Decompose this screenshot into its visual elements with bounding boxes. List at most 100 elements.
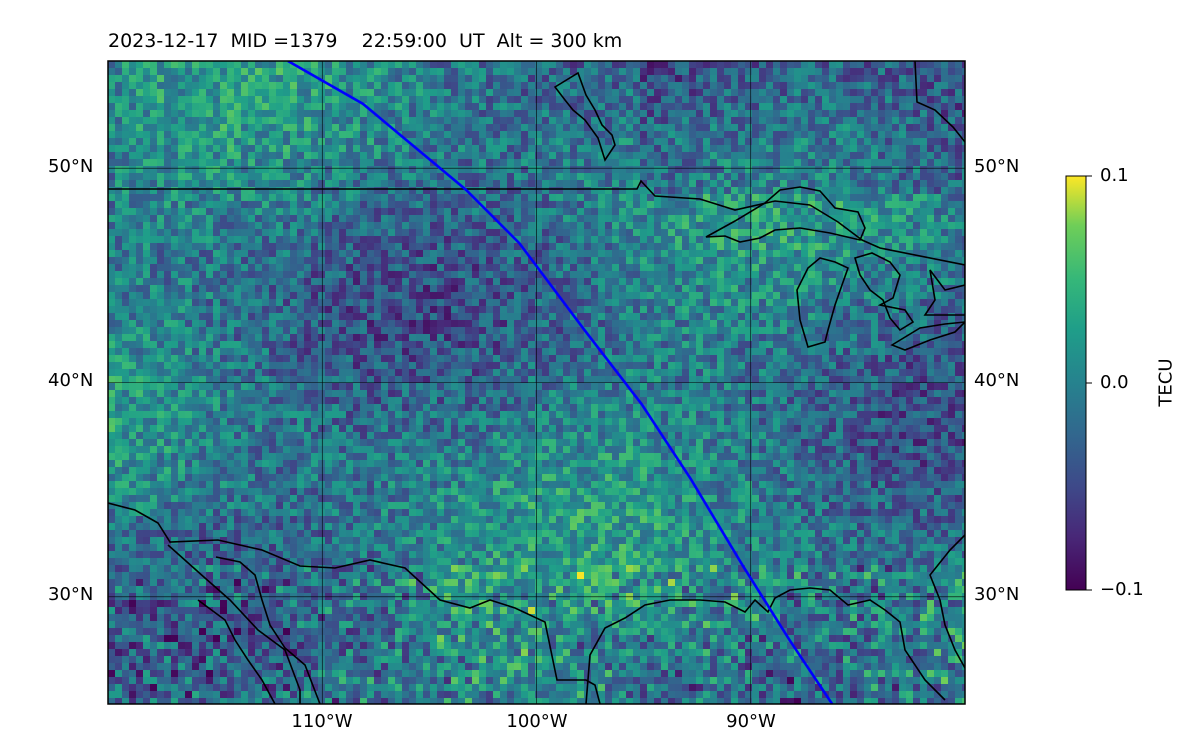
heatmap-cell <box>668 271 676 279</box>
heatmap-cell <box>878 299 886 307</box>
heatmap-cell <box>829 110 837 118</box>
heatmap-cell <box>409 208 417 216</box>
heatmap-cell <box>213 236 221 244</box>
heatmap-cell <box>801 250 809 258</box>
heatmap-cell <box>283 194 291 202</box>
heatmap-cell <box>745 250 753 258</box>
heatmap-cell <box>143 152 151 160</box>
heatmap-cell <box>304 271 312 279</box>
heatmap-cell <box>794 313 802 321</box>
heatmap-cell <box>850 166 858 174</box>
heatmap-cell <box>955 138 963 146</box>
heatmap-cell <box>794 82 802 90</box>
heatmap-cell <box>108 131 116 139</box>
heatmap-cell <box>122 341 130 349</box>
heatmap-cell <box>388 306 396 314</box>
heatmap-cell <box>864 320 872 328</box>
heatmap-cell <box>710 75 718 83</box>
heatmap-cell <box>381 299 389 307</box>
heatmap-cell <box>836 145 844 153</box>
heatmap-cell <box>563 341 571 349</box>
heatmap-cell <box>360 89 368 97</box>
heatmap-cell <box>157 166 165 174</box>
heatmap-cell <box>927 236 935 244</box>
heatmap-cell <box>458 201 466 209</box>
heatmap-cell <box>206 341 214 349</box>
heatmap-cell <box>871 96 879 104</box>
heatmap-cell <box>717 299 725 307</box>
heatmap-cell <box>318 61 326 69</box>
heatmap-cell <box>129 201 137 209</box>
heatmap-cell <box>829 166 837 174</box>
heatmap-cell <box>899 236 907 244</box>
heatmap-cell <box>584 278 592 286</box>
heatmap-cell <box>927 208 935 216</box>
heatmap-cell <box>619 201 627 209</box>
heatmap-cell <box>836 180 844 188</box>
heatmap-cell <box>962 103 965 111</box>
heatmap-cell <box>367 278 375 286</box>
heatmap-cell <box>703 250 711 258</box>
heatmap-cell <box>318 180 326 188</box>
heatmap-cell <box>150 292 158 300</box>
heatmap-cell <box>829 194 837 202</box>
heatmap-cell <box>325 166 333 174</box>
heatmap-cell <box>395 173 403 181</box>
heatmap-cell <box>150 278 158 286</box>
heatmap-cell <box>563 110 571 118</box>
heatmap-cell <box>759 103 767 111</box>
heatmap-cell <box>626 243 634 251</box>
heatmap-cell <box>563 75 571 83</box>
heatmap-cell <box>262 292 270 300</box>
heatmap-cell <box>633 257 641 265</box>
heatmap-cell <box>773 61 781 69</box>
heatmap-cell <box>787 313 795 321</box>
heatmap-cell <box>584 117 592 125</box>
heatmap-cell <box>920 159 928 167</box>
heatmap-cell <box>367 96 375 104</box>
heatmap-cell <box>941 166 949 174</box>
heatmap-cell <box>304 89 312 97</box>
heatmap-cell <box>493 96 501 104</box>
heatmap-cell <box>920 292 928 300</box>
heatmap-cell <box>283 117 291 125</box>
heatmap-cell <box>696 257 704 265</box>
heatmap-cell <box>563 117 571 125</box>
heatmap-cell <box>962 159 965 167</box>
heatmap-cell <box>507 341 515 349</box>
heatmap-cell <box>423 313 431 321</box>
heatmap-cell <box>311 208 319 216</box>
heatmap-cell <box>213 68 221 76</box>
heatmap-cell <box>584 250 592 258</box>
heatmap-cell <box>115 222 123 230</box>
heatmap-cell <box>934 285 942 293</box>
heatmap-cell <box>780 320 788 328</box>
heatmap-cell <box>801 243 809 251</box>
heatmap-cell <box>808 334 816 342</box>
heatmap-cell <box>556 201 564 209</box>
heatmap-cell <box>549 327 557 335</box>
heatmap-cell <box>346 96 354 104</box>
heatmap-cell <box>647 82 655 90</box>
heatmap-cell <box>661 285 669 293</box>
heatmap-cell <box>871 306 879 314</box>
heatmap-cell <box>213 292 221 300</box>
heatmap-cell <box>465 285 473 293</box>
heatmap-cell <box>493 222 501 230</box>
heatmap-cell <box>479 103 487 111</box>
heatmap-cell <box>115 320 123 328</box>
heatmap-cell <box>808 131 816 139</box>
heatmap-cell <box>136 299 144 307</box>
heatmap-cell <box>157 124 165 132</box>
heatmap-cell <box>122 334 130 342</box>
heatmap-cell <box>682 173 690 181</box>
heatmap-cell <box>444 208 452 216</box>
heatmap-cell <box>703 271 711 279</box>
heatmap-cell <box>871 124 879 132</box>
heatmap-cell <box>528 75 536 83</box>
heatmap-cell <box>696 215 704 223</box>
heatmap-cell <box>262 117 270 125</box>
heatmap-cell <box>675 159 683 167</box>
heatmap-cell <box>164 68 172 76</box>
heatmap-cell <box>794 159 802 167</box>
